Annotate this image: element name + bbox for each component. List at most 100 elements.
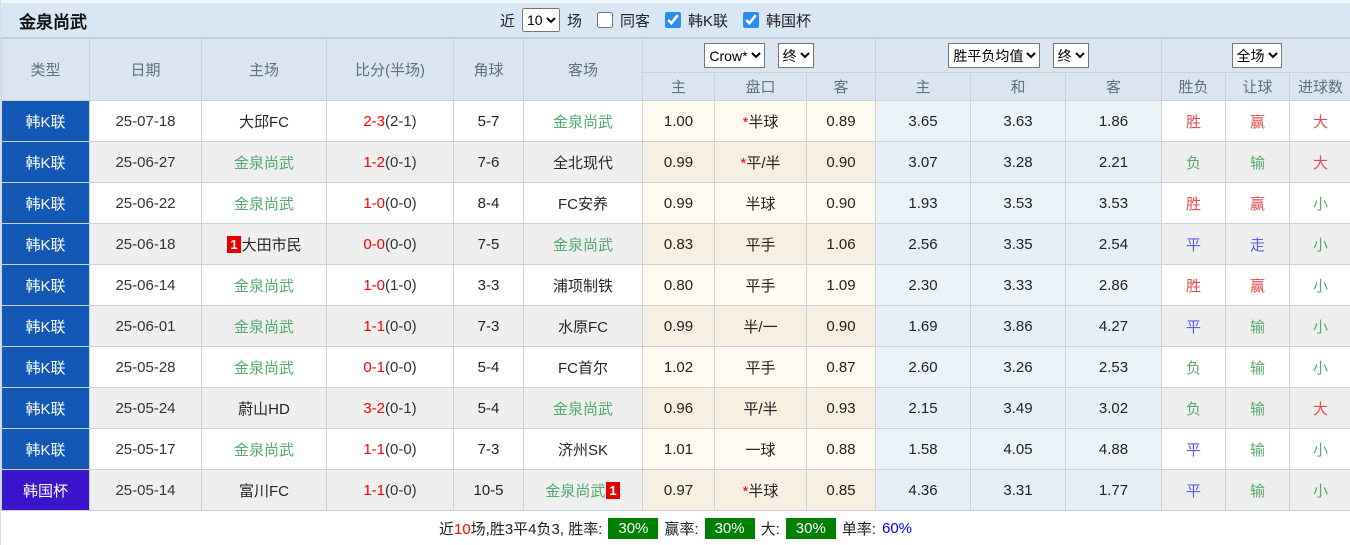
odds-company-select[interactable]: Crow* (704, 43, 766, 68)
avg-draw-cell: 3.26 (970, 346, 1066, 388)
avg-draw-cell: 3.28 (970, 141, 1066, 183)
handicap-result-cell: 输 (1225, 346, 1291, 388)
score-cell: 1-0(1-0) (326, 264, 454, 306)
recent-count-value: 10 (453, 520, 471, 538)
handicap-result-cell: 赢 (1225, 100, 1291, 142)
header-corner: 角球 (453, 38, 524, 101)
date-cell: 25-05-28 (89, 346, 202, 388)
same-away-checkbox[interactable] (596, 12, 613, 28)
handicap-result-cell: 赢 (1225, 264, 1291, 306)
avg-draw-cell: 4.05 (970, 428, 1066, 470)
table-body: 韩K联 25-07-18 大邱FC 2-3(2-1) 5-7 金泉尚武 1.00… (1, 100, 1350, 511)
home-team-cell: 金泉尚武 (201, 305, 327, 347)
result-cell: 平 (1161, 223, 1227, 265)
handicap-result-cell: 赢 (1225, 182, 1291, 224)
header-avg-draw: 和 (970, 72, 1066, 101)
corner-cell: 7-3 (453, 428, 524, 470)
goals-cell: 小 (1289, 428, 1350, 470)
corner-cell: 5-7 (453, 100, 524, 142)
corner-cell: 8-4 (453, 182, 524, 224)
handicap-result-cell: 输 (1225, 469, 1291, 511)
handicap-name: 半球 (745, 195, 776, 213)
away-team-cell: 金泉尚武 (523, 223, 643, 265)
score-cell: 1-1(0-0) (326, 469, 454, 511)
fulltime-score: 0-0 (363, 235, 385, 253)
avg-away-cell: 1.77 (1064, 469, 1163, 511)
handicap-name: 平手 (745, 236, 776, 254)
handicap-star: * (742, 113, 749, 131)
cup-checkbox[interactable] (743, 12, 760, 28)
games-label: 场 (566, 12, 582, 30)
home-team-name: 金泉尚武 (233, 359, 294, 377)
fulltime-score: 3-2 (363, 399, 385, 417)
avg-away-cell: 2.53 (1064, 346, 1163, 388)
avg-home-cell: 1.58 (875, 428, 971, 470)
table-row: 韩K联 25-06-22 金泉尚武 1-0(0-0) 8-4 FC安养 0.99… (1, 182, 1350, 224)
date-cell: 25-06-14 (89, 264, 202, 306)
avg-away-cell: 4.88 (1064, 428, 1163, 470)
type-cell: 韩K联 (1, 346, 90, 388)
away-team-name: 全北现代 (552, 154, 613, 172)
header-handicap-result: 让球 (1225, 72, 1291, 101)
handicap-cell: 半球 (714, 182, 807, 224)
avg-draw-cell: 3.63 (970, 100, 1066, 142)
handicap-result-cell: 走 (1225, 223, 1291, 265)
table-row: 韩K联 25-07-18 大邱FC 2-3(2-1) 5-7 金泉尚武 1.00… (1, 100, 1350, 142)
odds-home-cell: 0.80 (642, 264, 715, 306)
fulltime-score: 1-2 (363, 153, 385, 171)
home-team-name: 大邱FC (239, 113, 289, 131)
result-cell: 平 (1161, 305, 1227, 347)
away-team-name: 济州SK (557, 441, 608, 459)
avg-away-cell: 4.27 (1064, 305, 1163, 347)
away-team-cell: FC安养 (523, 182, 643, 224)
corner-cell: 5-4 (453, 346, 524, 388)
recent-count-select[interactable]: 10 (521, 8, 560, 32)
date-cell: 25-05-14 (89, 469, 202, 511)
home-team-name: 金泉尚武 (233, 154, 294, 172)
table-row: 韩K联 25-05-28 金泉尚武 0-1(0-0) 5-4 FC首尔 1.02… (1, 346, 1350, 388)
type-cell: 韩K联 (1, 100, 90, 142)
odds-home-cell: 1.00 (642, 100, 715, 142)
red-card-badge: 1 (606, 481, 620, 499)
type-cell: 韩K联 (1, 141, 90, 183)
over-rate-label: 大: (760, 520, 780, 538)
scope-select[interactable]: 全场 (1231, 43, 1282, 68)
odds-away-cell: 0.85 (806, 469, 876, 511)
avg-name-select[interactable]: 胜平负均值 (948, 43, 1041, 68)
result-cell: 负 (1161, 141, 1227, 183)
score-cell: 1-2(0-1) (326, 141, 454, 183)
odds-home-cell: 0.99 (642, 141, 715, 183)
score-cell: 0-0(0-0) (326, 223, 454, 265)
result-cell: 胜 (1161, 264, 1227, 306)
header-type: 类型 (1, 38, 90, 101)
table-row: 韩K联 25-06-27 金泉尚武 1-2(0-1) 7-6 全北现代 0.99… (1, 141, 1350, 183)
away-team-cell: 全北现代 (523, 141, 643, 183)
halftime-score: (1-0) (385, 276, 417, 294)
avg-draw-cell: 3.33 (970, 264, 1066, 306)
handicap-cell: 平/半 (714, 387, 807, 429)
goals-cell: 大 (1289, 387, 1350, 429)
fulltime-score: 1-1 (363, 481, 385, 499)
goals-cell: 小 (1289, 182, 1350, 224)
header-odds-away: 客 (806, 72, 876, 101)
odds-group-header: Crow* 终 (642, 38, 876, 73)
handicap-name: 半/一 (743, 318, 778, 336)
handicap-name: 平手 (745, 277, 776, 295)
odds-time-select[interactable]: 终 (777, 43, 814, 68)
result-cell: 平 (1161, 428, 1227, 470)
handicap-cell: 一球 (714, 428, 807, 470)
handicap-name: 平/半 (743, 400, 778, 418)
header-date: 日期 (89, 38, 202, 101)
odds-home-cell: 1.01 (642, 428, 715, 470)
red-card-badge: 1 (227, 235, 241, 253)
fulltime-score: 2-3 (363, 112, 385, 130)
league-checkbox[interactable] (665, 12, 681, 28)
history-table: 类型 日期 主场 比分(半场) 角球 客场 Crow* 终 胜平负均值 终 全场 (1, 38, 1350, 511)
date-cell: 25-05-24 (89, 387, 202, 429)
halftime-score: (0-0) (385, 358, 417, 376)
avg-away-cell: 2.54 (1064, 223, 1163, 265)
avg-time-select[interactable]: 终 (1052, 43, 1089, 68)
goals-cell: 小 (1289, 305, 1350, 347)
home-team-cell: 金泉尚武 (201, 428, 327, 470)
